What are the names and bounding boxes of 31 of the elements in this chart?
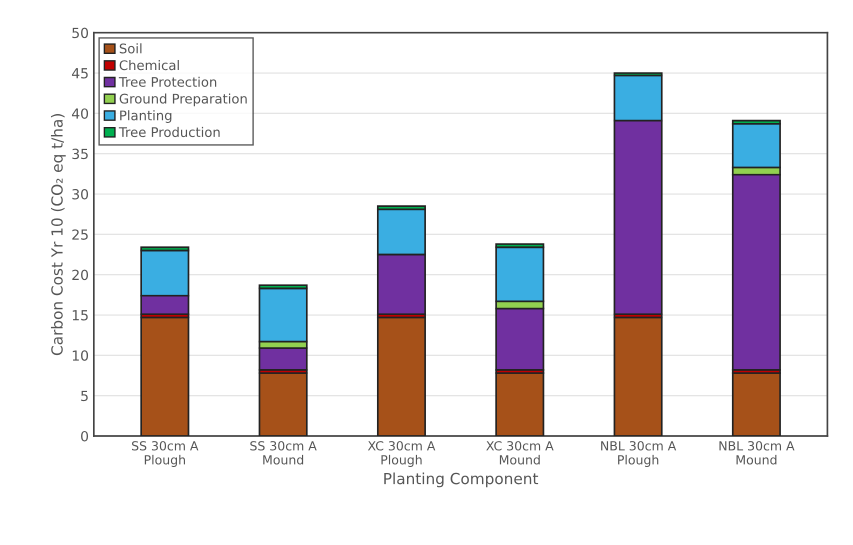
y-tick-label: 40 — [72, 108, 88, 119]
y-tick-label: 15 — [72, 310, 88, 320]
bar — [495, 372, 544, 436]
x-tick-label: NBL 30cm A Mound — [719, 441, 794, 465]
y-axis-title: Carbon Cost Yr 10 (CO₂ eq t/ha) — [50, 114, 66, 356]
legend-label: Tree Protection — [118, 76, 216, 87]
x-tick-label: XC 30cm A Plough — [368, 441, 436, 467]
y-tick-label: 50 — [72, 28, 88, 38]
x-tick-label: SS 30cm A Mound — [250, 441, 317, 465]
y-tick-label: 25 — [72, 229, 88, 240]
y-tick-label: 35 — [72, 148, 88, 160]
bar — [732, 372, 781, 436]
bar — [258, 372, 308, 436]
x-tick-label: XC 30cm A Mound — [486, 441, 554, 465]
x-tick-label: NBL 30cm A Plough — [601, 441, 676, 467]
legend-label: Tree Production — [118, 126, 220, 138]
x-axis-title: Planting Component — [384, 472, 538, 488]
legend-label: Soil — [120, 43, 142, 54]
y-tick-label: 20 — [72, 270, 88, 280]
legend-label: Chemical — [120, 60, 179, 70]
x-tick-label: SS 30cm A Plough — [132, 441, 198, 467]
y-tick-label: 0 — [81, 430, 88, 442]
legend-label: Ground Preparation — [120, 93, 247, 106]
bar — [140, 316, 190, 436]
legend-label: Planting — [120, 110, 172, 123]
y-tick-label: 5 — [81, 390, 88, 402]
y-tick-label: 10 — [72, 350, 88, 361]
y-tick-label: 30 — [72, 188, 88, 200]
bar — [614, 316, 663, 436]
bar — [376, 316, 426, 436]
y-tick-label: 45 — [72, 68, 88, 79]
